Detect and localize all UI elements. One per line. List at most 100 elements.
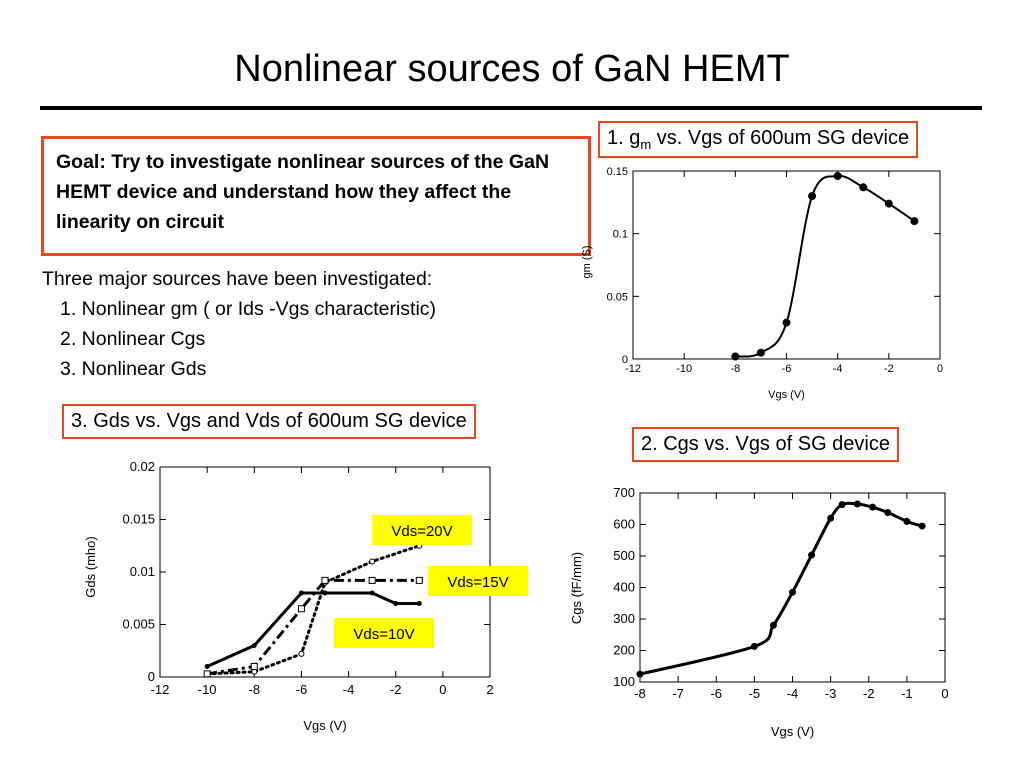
gds-data-point bbox=[250, 663, 258, 670]
gds-legend-label-vds15v: Vds=15V bbox=[447, 574, 508, 591]
gds-legend-label-vds10v: Vds=10V bbox=[353, 626, 414, 643]
gds-data-point bbox=[369, 590, 375, 596]
gds-data-point bbox=[368, 576, 376, 584]
gds-x-tick-label: -4 bbox=[343, 682, 355, 697]
cgs-x-tick-label: -1 bbox=[901, 686, 913, 701]
gds-x-tick-label: -2 bbox=[390, 682, 402, 697]
cgs-data-point bbox=[827, 514, 835, 522]
cgs-y-tick-label: 300 bbox=[613, 611, 635, 626]
gds-legend-label-vds20v: Vds=20V bbox=[391, 523, 452, 540]
gds-y-tick-label: 0.005 bbox=[122, 617, 155, 632]
cgs-y-tick-label: 500 bbox=[613, 548, 635, 563]
gm-caption-pre: 1. g bbox=[607, 127, 641, 149]
gds-data-point bbox=[298, 650, 305, 657]
source-item-1: 1. Nonlinear gm ( or Ids -Vgs characteri… bbox=[60, 298, 437, 320]
gm-series-line bbox=[735, 174, 915, 358]
gds-x-tick-label: -10 bbox=[198, 682, 217, 697]
gds-legend-box-vds15v bbox=[428, 566, 528, 596]
gds-data-point bbox=[203, 670, 211, 678]
gds-y-tick-label: 0.02 bbox=[130, 459, 155, 474]
gm-caption-post: vs. Vgs of 600um SG device bbox=[651, 127, 910, 149]
cgs-x-axis-label: Vgs (V) bbox=[771, 724, 814, 739]
gds-data-point bbox=[297, 605, 305, 613]
cgs-x-tick-label: 0 bbox=[941, 686, 948, 701]
gm-y-axis-label: gm (S) bbox=[581, 246, 593, 279]
gm-data-point bbox=[808, 192, 817, 201]
cgs-y-tick-label: 200 bbox=[613, 643, 635, 658]
source-item-2: 2. Nonlinear Cgs bbox=[60, 328, 206, 350]
gm-data-point bbox=[884, 199, 893, 208]
cgs-y-tick-label: 400 bbox=[613, 580, 635, 595]
cgs-data-point bbox=[789, 588, 796, 596]
cgs-series-line bbox=[639, 501, 923, 676]
gm-x-tick-label: -6 bbox=[782, 363, 792, 375]
gds-y-tick-label: 0.015 bbox=[122, 512, 155, 527]
gds-legend-box-vds20v bbox=[372, 515, 472, 545]
gds-x-tick-label: 2 bbox=[486, 682, 493, 697]
gm-x-tick-label: 0 bbox=[937, 363, 943, 375]
gds-data-point bbox=[369, 558, 376, 565]
gds-data-point bbox=[204, 664, 210, 669]
gds-x-tick-label: -12 bbox=[151, 682, 170, 697]
gm-x-tick-label: -10 bbox=[676, 363, 692, 375]
cgs-data-point bbox=[853, 500, 861, 508]
cgs-x-tick-label: -6 bbox=[710, 686, 722, 701]
gm-x-tick-label: -8 bbox=[730, 363, 740, 375]
gds-data-point bbox=[416, 601, 422, 606]
cgs-data-point bbox=[769, 621, 777, 629]
gm-data-point bbox=[833, 172, 842, 181]
gds-x-tick-label: -8 bbox=[249, 682, 261, 697]
cgs-data-point bbox=[636, 670, 644, 678]
cgs-x-tick-label: -5 bbox=[749, 686, 761, 701]
gds-data-point bbox=[321, 576, 329, 584]
cgs-y-tick-label: 600 bbox=[613, 517, 635, 532]
gm-y-tick-label: 0.15 bbox=[607, 166, 628, 178]
gds-chart-caption: 3. Gds vs. Vgs and Vds of 600um SG devic… bbox=[62, 404, 476, 439]
cgs-x-tick-label: -2 bbox=[863, 686, 875, 701]
gds-data-point bbox=[322, 590, 328, 596]
cgs-y-tick-label: 700 bbox=[613, 485, 635, 500]
gm-chart-caption: 1. gm vs. Vgs of 600um SG device bbox=[598, 121, 919, 158]
gds-y-tick-label: 0.01 bbox=[130, 564, 155, 579]
cgs-x-tick-label: -7 bbox=[672, 686, 684, 701]
cgs-data-point bbox=[918, 522, 926, 530]
gds-y-axis-label: Gds (mho) bbox=[83, 536, 98, 597]
source-item-3: 3. Nonlinear Gds bbox=[60, 358, 207, 380]
cgs-data-point bbox=[869, 503, 877, 511]
gm-y-tick-label: 0.05 bbox=[607, 291, 628, 303]
gds-y-tick-label: 0 bbox=[148, 669, 155, 684]
gm-y-tick-label: 0 bbox=[622, 354, 628, 366]
cgs-y-axis-label: Cgs (fF/mm) bbox=[569, 552, 584, 624]
gds-data-point bbox=[393, 601, 399, 606]
title-underline bbox=[40, 106, 982, 110]
cgs-chart-caption: 2. Cgs vs. Vgs of SG device bbox=[632, 427, 899, 462]
gds-data-point bbox=[298, 590, 304, 596]
cgs-data-point bbox=[750, 642, 758, 650]
gm-data-point bbox=[910, 217, 919, 226]
gds-legend-box-vds10v bbox=[334, 618, 434, 648]
gm-data-point bbox=[731, 352, 740, 361]
gm-data-point bbox=[859, 183, 868, 192]
gm-y-tick-label: 0.1 bbox=[613, 229, 628, 241]
cgs-x-tick-label: -3 bbox=[825, 686, 837, 701]
gm-data-point bbox=[756, 348, 765, 357]
slide-title: Nonlinear sources of GaN HEMT bbox=[234, 48, 790, 90]
sources-intro: Three major sources have been investigat… bbox=[42, 268, 433, 290]
gm-data-point bbox=[782, 318, 791, 327]
gds-x-tick-label: -6 bbox=[296, 682, 308, 697]
gm-caption-sub: m bbox=[640, 137, 652, 152]
gm-x-tick-label: -12 bbox=[625, 363, 641, 375]
gm-x-axis-label: Vgs (V) bbox=[768, 389, 805, 401]
goal-box: Goal: Try to investigate nonlinear sourc… bbox=[41, 136, 591, 256]
cgs-data-point bbox=[838, 501, 846, 509]
cgs-x-tick-label: -8 bbox=[634, 686, 646, 701]
cgs-data-point bbox=[884, 509, 892, 517]
sources-list: Three major sources have been investigat… bbox=[42, 264, 436, 384]
gm-x-tick-label: -4 bbox=[833, 363, 843, 375]
cgs-data-point bbox=[903, 517, 911, 525]
gds-series-line-vds20v bbox=[205, 544, 421, 676]
cgs-x-tick-label: -4 bbox=[787, 686, 799, 701]
gds-x-axis-label: Vgs (V) bbox=[303, 718, 346, 733]
cgs-data-point bbox=[808, 551, 816, 559]
